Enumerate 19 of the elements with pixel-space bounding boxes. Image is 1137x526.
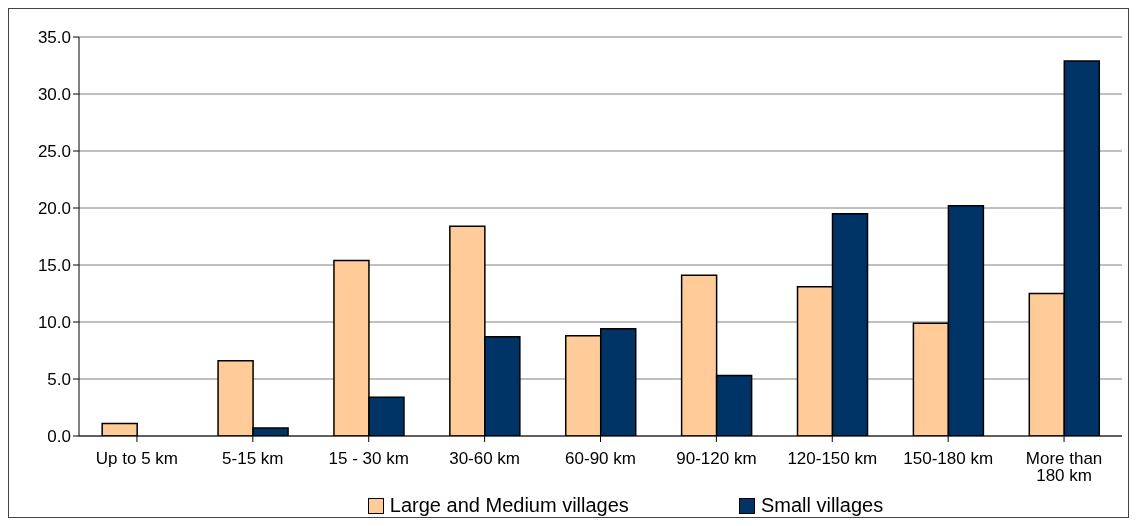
x-tick-label: 5-15 km [222,449,284,469]
x-tick-label: 15 - 30 km [328,449,409,469]
y-tick-label: 5.0 [47,370,71,390]
x-tick-label: 120-150 km [787,449,878,469]
x-tick-label: 60-90 km [565,449,636,469]
x-tick-label: 150-180 km [903,449,994,469]
legend-label: Large and Medium villages [389,494,629,517]
x-tick-label: More than 180 km [1025,449,1103,486]
y-tick-label: 30.0 [37,85,71,105]
y-tick-label: 0.0 [47,427,71,447]
y-tick-label: 35.0 [37,28,71,48]
y-tick-label: 10.0 [37,313,71,333]
y-tick-label: 20.0 [37,199,71,219]
legend-label: Small villages [760,494,884,517]
x-tick-label: 30-60 km [449,449,521,469]
x-tick-label: Up to 5 km [95,449,179,469]
y-tick-label: 25.0 [37,142,71,162]
y-tick-label: 15.0 [37,256,71,276]
x-tick-label: 90-120 km [676,449,757,469]
